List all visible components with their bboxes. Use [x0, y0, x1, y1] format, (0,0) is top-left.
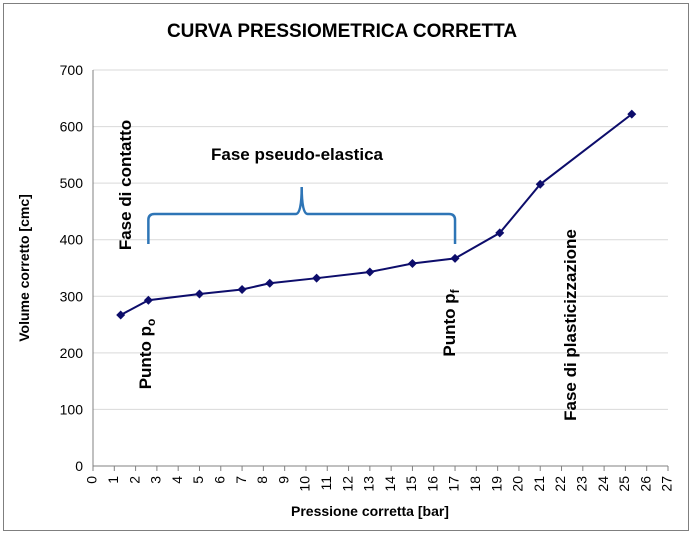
- y-tick-label: 500: [60, 175, 84, 191]
- punto-pf-sub: f: [448, 288, 462, 293]
- x-tick-label: 8: [254, 476, 270, 484]
- series-volume: [116, 109, 637, 320]
- punto-p0-main: Punto p: [136, 326, 155, 389]
- annotation-punto-pf: Punto pf: [440, 288, 462, 356]
- data-point-marker: [143, 295, 153, 305]
- y-axis-title: Volume corretto [cmc]: [16, 194, 32, 342]
- x-tick-label: 16: [424, 476, 440, 492]
- x-tick-label: 10: [297, 476, 313, 492]
- data-point-marker: [495, 228, 505, 238]
- x-tick-label: 23: [574, 476, 590, 492]
- x-tick-label: 9: [275, 476, 291, 484]
- x-tick-label: 5: [190, 476, 206, 484]
- data-point-marker: [237, 284, 247, 294]
- punto-p0-sub: o: [144, 319, 158, 326]
- annotation-fase-contatto: Fase di contatto: [116, 120, 135, 250]
- data-point-marker: [116, 310, 126, 320]
- x-tick-label: 15: [403, 476, 419, 492]
- data-point-marker: [265, 278, 275, 288]
- x-tick-label: 24: [595, 476, 611, 492]
- x-tick-label: 12: [339, 476, 355, 492]
- x-tick-label: 1: [105, 476, 121, 484]
- x-tick-label: 20: [510, 476, 526, 492]
- y-tick-label: 200: [60, 345, 84, 361]
- y-tick-label: 700: [60, 62, 84, 78]
- punto-pf-main: Punto p: [440, 293, 459, 356]
- x-tick-label: 0: [84, 476, 100, 484]
- axes: [92, 70, 669, 471]
- data-point-marker: [450, 253, 460, 263]
- y-tick-label: 300: [60, 288, 84, 304]
- x-tick-label: 6: [211, 476, 227, 484]
- x-tick-label: 22: [552, 476, 568, 492]
- x-tick-label: 14: [382, 476, 398, 492]
- x-tick-label: 19: [488, 476, 504, 492]
- data-point-marker: [365, 267, 375, 277]
- series-line: [120, 113, 633, 316]
- annotation-fase-pseudo-elastica: Fase pseudo-elastica: [211, 145, 384, 164]
- x-tick-label: 17: [446, 476, 462, 492]
- x-tick-label: 7: [233, 476, 249, 484]
- grid-lines: [93, 69, 668, 410]
- chart-title: CURVA PRESSIOMETRICA CORRETTA: [167, 21, 517, 42]
- x-tick-label: 18: [467, 476, 483, 492]
- annotation-fase-plasticizzazione: Fase di plasticizzazione: [561, 229, 580, 421]
- data-point-marker: [312, 273, 322, 283]
- x-axis-title: Pressione corretta [bar]: [291, 503, 449, 519]
- annotation-punto-p0: Punto po: [136, 319, 158, 390]
- y-tick-label: 0: [75, 458, 83, 474]
- x-tick-label: 2: [126, 476, 142, 484]
- y-tick-label: 100: [60, 401, 84, 417]
- x-tick-label: 11: [318, 476, 334, 491]
- x-tick-label: 4: [169, 476, 185, 484]
- pseudo-elastic-brace: [147, 186, 457, 244]
- x-tick-label: 26: [637, 476, 653, 492]
- chart-frame: [3, 3, 689, 531]
- data-point-marker: [407, 258, 417, 268]
- data-point-marker: [194, 289, 204, 299]
- y-tick-label: 400: [60, 232, 84, 248]
- y-tick-labels: 0 100 200 300 400 500 600 700: [60, 62, 84, 474]
- x-tick-label: 21: [531, 476, 547, 492]
- data-point-marker: [535, 179, 545, 189]
- data-point-marker: [627, 109, 637, 119]
- x-tick-label: 27: [659, 476, 675, 492]
- y-tick-label: 600: [60, 119, 84, 135]
- x-tick-label: 25: [616, 476, 632, 492]
- x-tick-label: 13: [361, 476, 377, 492]
- x-tick-labels: 0 1 2 3 4 5 6 7 8 9 10 11 12 13 14 15 16 17 18 19 20 21 22 23 24…: [84, 476, 675, 492]
- x-tick-label: 3: [148, 476, 164, 484]
